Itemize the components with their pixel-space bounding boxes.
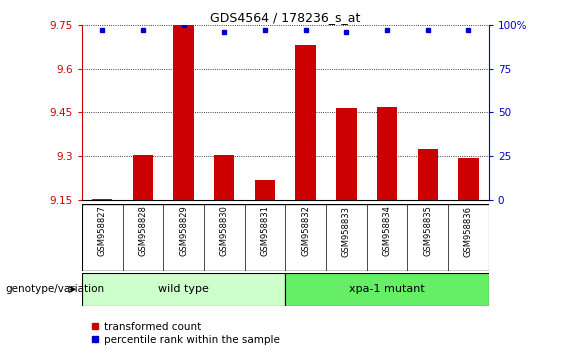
Text: GSM958833: GSM958833 (342, 206, 351, 257)
Bar (214, 155, 234, 200)
Bar (133, 155, 153, 200)
Text: GSM958827: GSM958827 (98, 206, 107, 256)
Bar (173, 25, 194, 200)
Bar (92, 199, 112, 200)
Bar (82, 273, 285, 306)
Text: GSM958829: GSM958829 (179, 206, 188, 256)
Text: GSM958830: GSM958830 (220, 206, 229, 256)
Text: GSM958835: GSM958835 (423, 206, 432, 256)
Text: GSM958832: GSM958832 (301, 206, 310, 256)
Bar (285, 273, 489, 306)
Text: xpa-1 mutant: xpa-1 mutant (349, 284, 425, 295)
Bar (336, 108, 357, 200)
Bar (418, 149, 438, 200)
Text: GSM958834: GSM958834 (383, 206, 392, 256)
Title: GDS4564 / 178236_s_at: GDS4564 / 178236_s_at (210, 11, 360, 24)
Text: GSM958831: GSM958831 (260, 206, 270, 256)
Text: genotype/variation: genotype/variation (6, 284, 105, 295)
Bar (377, 107, 397, 200)
Legend: transformed count, percentile rank within the sample: transformed count, percentile rank withi… (87, 317, 284, 349)
Text: wild type: wild type (158, 284, 209, 295)
Text: GSM958836: GSM958836 (464, 206, 473, 257)
Bar (295, 45, 316, 200)
Bar (255, 179, 275, 200)
Bar (458, 158, 479, 200)
Text: GSM958828: GSM958828 (138, 206, 147, 256)
